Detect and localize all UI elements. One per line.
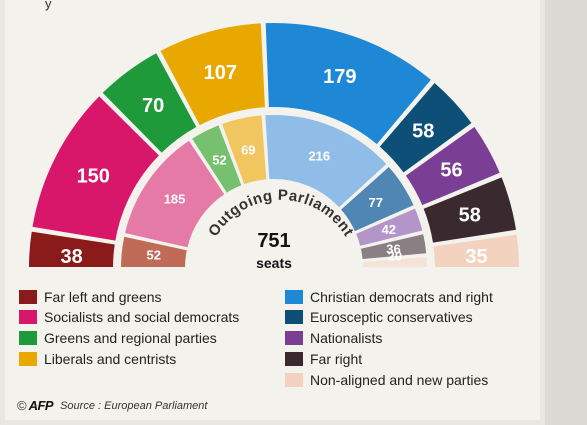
seat-count-label: 107 — [204, 62, 237, 84]
legend-label: Non-aligned and new parties — [310, 372, 489, 388]
legend-item: Far left and greens — [19, 289, 162, 305]
center-unit: seats — [256, 255, 292, 271]
legend-label: Socialists and social democrats — [44, 309, 240, 325]
seat-segment — [403, 124, 503, 208]
center-total: 751 — [257, 230, 290, 252]
seat-segment — [376, 80, 475, 176]
legend-item: Nationalists — [285, 330, 382, 346]
legend-item: Greens and regional parties — [19, 330, 217, 346]
seat-segment — [118, 234, 190, 269]
legend-item: Liberals and centrists — [19, 351, 176, 367]
seat-segment — [26, 229, 118, 269]
seat-count-label: 52 — [146, 247, 160, 262]
seat-count-label: 35 — [465, 246, 487, 268]
seat-count-label: 179 — [323, 66, 356, 88]
seat-segment — [353, 206, 425, 249]
seat-count-label: 70 — [142, 95, 164, 117]
seat-segment — [263, 21, 434, 147]
copyright-symbol: © — [17, 398, 27, 413]
seat-segment — [358, 231, 429, 262]
legend-item: Socialists and social democrats — [19, 309, 239, 325]
legend-label: Christian democrats and right — [310, 289, 493, 305]
seat-count-label: 77 — [368, 195, 382, 210]
legend-label: Liberals and centrists — [44, 351, 177, 367]
legend-item: Far right — [285, 351, 362, 367]
seat-count-label: 38 — [61, 246, 83, 268]
seat-count-label: 42 — [382, 222, 396, 237]
legend-swatch — [285, 331, 303, 345]
seat-segment — [263, 113, 390, 211]
legend: Far left and greens Socialists and socia… — [19, 289, 529, 388]
legend-label: Far right — [310, 351, 363, 367]
seat-count-label: 150 — [77, 166, 110, 188]
source-text: Source : European Parliament — [60, 399, 208, 412]
title-fragment: y — [45, 0, 52, 11]
legend-swatch — [285, 310, 303, 324]
seat-count-label: 36 — [386, 241, 400, 256]
seat-count-label: 216 — [308, 148, 330, 163]
seat-count-label: 58 — [459, 204, 481, 226]
seat-segment — [360, 254, 430, 269]
legend-label: Far left and greens — [44, 289, 162, 305]
legend-swatch — [19, 352, 37, 366]
seat-segment — [30, 93, 162, 243]
legend-swatch — [19, 310, 37, 324]
seat-segment — [219, 113, 269, 187]
legend-swatch — [19, 331, 37, 345]
seat-count-label: 58 — [412, 120, 434, 142]
page-background-strip — [545, 0, 587, 425]
legend-label: Nationalists — [310, 330, 383, 346]
legend-swatch — [285, 290, 303, 304]
seat-segment — [99, 50, 199, 156]
outer-ring: 38 150 70 107 179 58 56 58 35 — [26, 21, 522, 269]
legend-label: Eurosceptic conservatives — [310, 309, 473, 325]
seat-count-label: 69 — [241, 142, 255, 157]
seat-segment — [189, 122, 244, 196]
seat-count-label: 56 — [440, 160, 462, 182]
seat-segment — [421, 174, 519, 245]
seat-count-label: 20 — [388, 249, 402, 264]
legend-swatch — [285, 373, 303, 387]
seat-segment — [338, 164, 417, 234]
seat-count-label: 52 — [212, 153, 226, 168]
legend-item: Christian democrats and right — [285, 289, 493, 305]
legend-label: Greens and regional parties — [44, 330, 217, 346]
legend-item: Non-aligned and new parties — [285, 372, 488, 388]
legend-item: Eurosceptic conservatives — [285, 309, 473, 325]
legend-swatch — [285, 352, 303, 366]
source-line: © AFP Source : European Parliament — [17, 398, 207, 413]
legend-swatch — [19, 290, 37, 304]
afp-logo: AFP — [28, 398, 54, 413]
seat-segment — [157, 21, 268, 128]
seat-count-label: 185 — [164, 192, 186, 207]
seat-segment — [122, 138, 227, 250]
seat-segment — [431, 232, 522, 269]
hemicycle-chart: y 38 150 70 107 179 58 56 58 35 52 185 52 69 216 7742… — [26, 0, 522, 271]
